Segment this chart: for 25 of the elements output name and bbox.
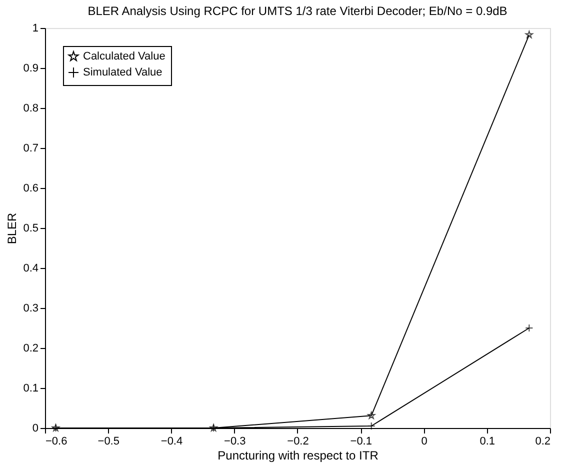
x-tick-label: −0.6: [46, 436, 68, 448]
legend-label: Calculated Value: [83, 50, 166, 62]
y-tick-label: 0.4: [23, 262, 38, 274]
y-tick-label: 0.7: [23, 142, 38, 154]
x-tick-label: 0.2: [535, 436, 550, 448]
x-tick-label: 0: [421, 436, 428, 448]
x-tick-label: −0.4: [160, 436, 183, 448]
y-tick-label: 0.3: [23, 302, 38, 314]
y-tick-label: 0.1: [23, 382, 38, 394]
x-axis-title: Puncturing with respect to ITR: [218, 448, 379, 462]
x-tick-label: −0.2: [287, 436, 309, 448]
x-tick-label: −0.1: [350, 436, 372, 448]
y-axis-title: BLER: [5, 212, 20, 244]
y-tick-label: 0.9: [23, 62, 38, 74]
y-tick-label: 0.8: [23, 102, 38, 114]
y-tick-label: 0.2: [23, 342, 38, 354]
y-tick-label: 1: [32, 22, 38, 34]
chart-title: BLER Analysis Using RCPC for UMTS 1/3 rate Viterbi Decoder; Eb/No = 0.9dB: [88, 4, 508, 18]
legend-label: Simulated Value: [83, 66, 162, 78]
x-tick-label: −0.3: [224, 436, 246, 448]
y-tick-label: 0.5: [23, 222, 38, 234]
y-tick-label: 0.6: [23, 182, 38, 194]
x-tick-label: −0.5: [98, 436, 120, 448]
y-tick-label: 0: [32, 422, 38, 434]
x-tick-label: 0.1: [480, 436, 496, 448]
